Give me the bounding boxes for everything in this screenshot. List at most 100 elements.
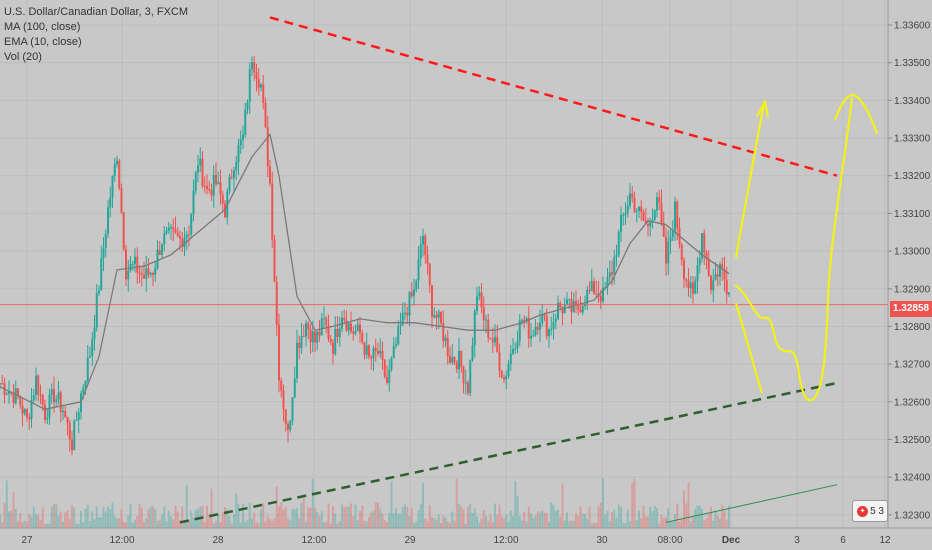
candle-body xyxy=(102,247,105,259)
candle-body xyxy=(388,369,391,384)
candle-body xyxy=(629,193,631,206)
volume-bar xyxy=(131,522,134,528)
candle-body xyxy=(386,377,388,384)
candle-body xyxy=(219,182,222,195)
candle-body xyxy=(300,335,303,349)
volume-bar xyxy=(255,522,258,528)
y-tick-label: 1.33200 xyxy=(894,171,931,182)
volume-bar xyxy=(572,521,575,528)
volume-bar xyxy=(431,517,433,528)
candle-body xyxy=(5,393,8,395)
volume-bar xyxy=(82,521,85,528)
volume-bar xyxy=(145,518,148,528)
candle-body xyxy=(224,203,226,218)
volume-indicator-label[interactable]: Vol (20) xyxy=(4,51,42,63)
volume-bar xyxy=(397,513,400,528)
volume-bar xyxy=(35,513,37,528)
currency-badge[interactable]: ✦ 5 3 xyxy=(852,500,888,522)
candle-body xyxy=(262,84,265,103)
lower-thin-trendline xyxy=(665,484,838,523)
candle-body xyxy=(235,162,238,171)
volume-bar xyxy=(109,508,112,528)
candle-body xyxy=(543,314,546,316)
volume-bar xyxy=(296,508,298,528)
candle-body xyxy=(649,222,652,227)
support-trendline xyxy=(179,381,838,524)
candle-body xyxy=(170,227,172,229)
candle-body xyxy=(408,292,411,316)
candle-body xyxy=(311,331,314,343)
candle-body xyxy=(550,329,553,331)
candle-body xyxy=(336,328,339,337)
volume-bar xyxy=(518,516,521,528)
candle-body xyxy=(125,249,127,280)
candle-body xyxy=(1,383,4,385)
volume-bar xyxy=(487,521,490,528)
candle-body xyxy=(554,318,557,323)
volume-bar xyxy=(471,513,474,528)
candle-body xyxy=(298,342,301,349)
x-tick-label: 6 xyxy=(840,535,846,546)
volume-bar xyxy=(613,509,616,528)
volume-bar xyxy=(102,507,105,528)
volume-bar xyxy=(563,520,566,528)
volume-bar xyxy=(347,506,350,528)
candle-body xyxy=(449,355,451,363)
candle-body xyxy=(156,249,159,268)
volume-bar xyxy=(716,515,719,528)
candle-body xyxy=(631,193,634,198)
volume-bars xyxy=(0,478,730,528)
volume-bar xyxy=(388,513,391,528)
volume-bar xyxy=(419,503,422,528)
candle-body xyxy=(239,139,242,146)
candle-body xyxy=(158,249,161,255)
volume-bar xyxy=(401,507,404,528)
candle-body xyxy=(725,279,728,295)
symbol-title[interactable]: U.S. Dollar/Canadian Dollar, 3, FXCM xyxy=(4,6,189,18)
candle-body xyxy=(716,274,719,277)
volume-bar xyxy=(32,506,35,528)
candle-body xyxy=(608,272,611,278)
volume-bar xyxy=(19,513,22,528)
candle-body xyxy=(39,394,42,396)
candle-body xyxy=(21,405,24,414)
x-tick-label: 12 xyxy=(879,535,891,546)
volume-bar xyxy=(14,509,17,528)
candle-body xyxy=(498,352,501,371)
volume-bar xyxy=(595,522,598,528)
candle-body xyxy=(359,324,361,334)
candle-body xyxy=(293,378,296,398)
volume-bar xyxy=(658,523,661,528)
candle-body xyxy=(120,188,123,213)
ma-indicator-label[interactable]: MA (100, close) xyxy=(4,21,81,33)
volume-bar xyxy=(449,522,451,528)
candle-body xyxy=(338,328,341,337)
candle-body xyxy=(395,344,397,347)
grid xyxy=(0,0,888,528)
candle-body xyxy=(692,282,694,294)
candle-body xyxy=(399,325,402,327)
volume-bar xyxy=(676,503,679,528)
candle-body xyxy=(248,69,251,103)
candle-body xyxy=(568,299,571,301)
volume-bar xyxy=(302,498,305,528)
candle-body xyxy=(134,256,136,265)
volume-bar xyxy=(455,478,458,528)
candle-body xyxy=(705,252,708,259)
volume-bar xyxy=(271,520,274,528)
candle-body xyxy=(518,320,521,342)
volume-bar xyxy=(442,515,445,528)
candle-body xyxy=(325,318,328,326)
volume-bar xyxy=(680,519,683,528)
candle-body xyxy=(471,345,474,360)
volume-bar xyxy=(611,511,613,528)
volume-bar xyxy=(57,515,60,528)
ema-indicator-label[interactable]: EMA (10, close) xyxy=(4,36,82,48)
volume-bar xyxy=(512,516,514,528)
volume-bar xyxy=(129,503,132,528)
candle-body xyxy=(521,319,523,321)
candle-body xyxy=(559,302,562,308)
volume-bar xyxy=(701,508,703,528)
volume-bar xyxy=(417,510,420,528)
